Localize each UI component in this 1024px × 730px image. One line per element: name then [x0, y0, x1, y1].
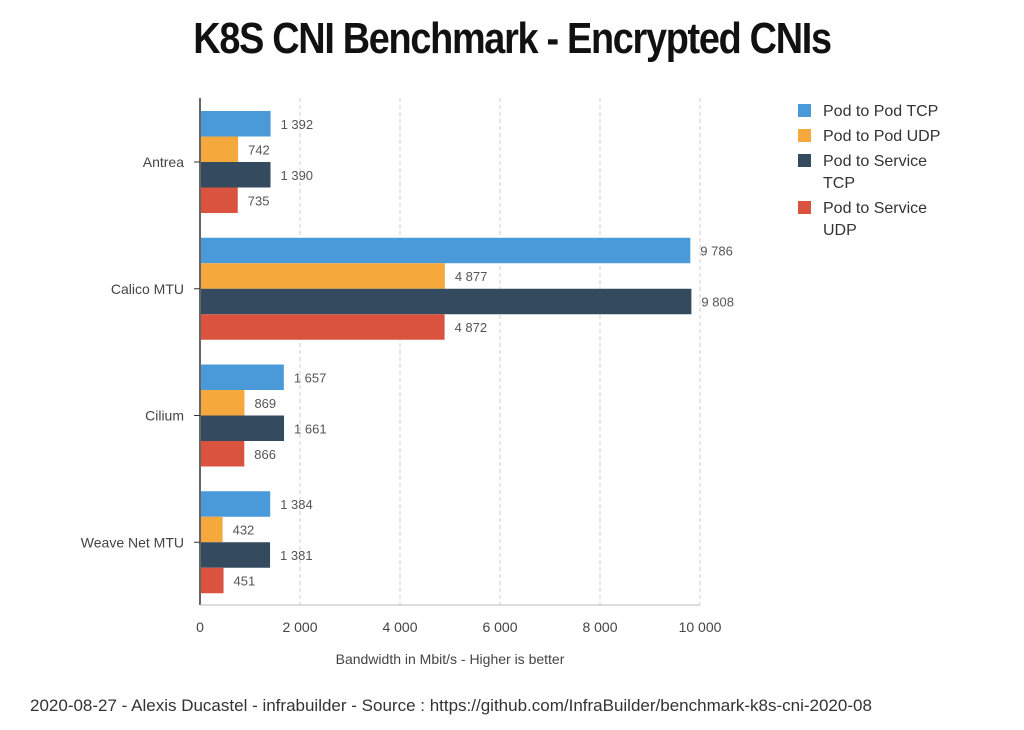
data-label: 742 — [248, 142, 270, 157]
data-label: 1 381 — [280, 548, 313, 563]
legend-swatch — [798, 154, 811, 167]
bar-pod-to-service-udp — [201, 567, 224, 594]
x-tick-label: 8 000 — [582, 619, 617, 635]
bar-pod-to-service-tcp — [201, 288, 692, 315]
bar-pod-to-pod-udp — [201, 390, 245, 416]
data-label: 869 — [254, 396, 276, 411]
bar-pod-to-pod-tcp — [201, 364, 284, 390]
bar-pod-to-pod-udp — [201, 516, 223, 543]
legend-entry: Pod to Pod UDP — [823, 128, 940, 145]
x-tick-label: 2 000 — [282, 619, 317, 635]
legend-swatch — [798, 201, 811, 214]
legend-swatch — [798, 129, 811, 142]
bar-pod-to-service-tcp — [201, 162, 271, 188]
page-title: K8S CNI Benchmark - Encrypted CNIs — [193, 14, 832, 63]
legend: Pod to Pod TCP Pod to Pod UDP Pod to Servi… — [798, 103, 940, 239]
category-label: Cilium — [145, 408, 184, 424]
legend-entry: Pod to Service UDP — [823, 200, 927, 239]
data-label: 4 877 — [455, 269, 488, 284]
data-label: 735 — [248, 193, 270, 208]
data-label: 9 808 — [701, 295, 734, 310]
grid-lines — [299, 98, 701, 605]
data-label: 866 — [254, 447, 276, 462]
bar-pod-to-pod-udp — [201, 263, 445, 289]
legend-entry: Pod to Pod TCP — [823, 103, 938, 120]
bar-pod-to-service-tcp — [201, 415, 285, 441]
data-label: 1 661 — [294, 421, 327, 436]
bar-pod-to-service-udp — [201, 314, 445, 340]
legend-swatch — [798, 104, 811, 117]
bar-pod-to-pod-tcp — [201, 491, 271, 517]
bar-pod-to-pod-tcp — [201, 111, 271, 137]
x-tick-label: 0 — [196, 619, 204, 635]
axes: 0 2 000 4 000 6 000 8 000 10 000 Bandwidth in … — [81, 98, 722, 667]
bar-pod-to-service-udp — [201, 187, 238, 213]
bar-chart: 1 392 742 1 390 735 9 786 4 877 9 808 4 872 1 65… — [81, 98, 940, 667]
data-label: 1 392 — [281, 117, 314, 132]
x-tick-label: 4 000 — [382, 619, 417, 635]
footer-source-note: 2020-08-27 - Alexis Ducastel - infrabuil… — [30, 696, 872, 715]
bar-pod-to-service-udp — [201, 441, 245, 467]
data-label: 9 786 — [700, 244, 733, 259]
x-tick-label: 6 000 — [482, 619, 517, 635]
bar-pod-to-pod-tcp — [201, 237, 691, 264]
data-label: 1 384 — [280, 497, 313, 512]
data-label: 451 — [234, 574, 256, 589]
legend-entry: Pod to Service TCP — [823, 153, 927, 192]
data-label: 432 — [233, 523, 255, 538]
x-axis-title: Bandwidth in Mbit/s - Higher is better — [336, 651, 565, 667]
data-label: 1 657 — [294, 370, 327, 385]
data-label: 4 872 — [455, 320, 488, 335]
category-label: Antrea — [143, 154, 184, 170]
category-label: Weave Net MTU — [81, 534, 184, 550]
category-label: Calico MTU — [111, 281, 184, 297]
bar-pod-to-service-tcp — [201, 542, 271, 568]
data-label: 1 390 — [281, 168, 314, 183]
bars: 1 392 742 1 390 735 9 786 4 877 9 808 4 872 1 65… — [201, 111, 734, 594]
x-tick-label: 10 000 — [679, 619, 722, 635]
bar-pod-to-pod-udp — [201, 136, 239, 162]
